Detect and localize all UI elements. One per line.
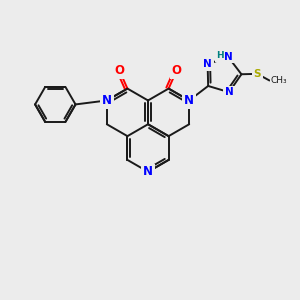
Text: N: N	[143, 165, 153, 178]
Text: O: O	[115, 64, 124, 77]
Text: S: S	[254, 69, 261, 79]
Text: N: N	[102, 94, 112, 107]
Text: N: N	[203, 59, 212, 69]
Text: O: O	[172, 64, 182, 77]
Text: N: N	[184, 94, 194, 107]
Text: CH₃: CH₃	[270, 76, 287, 85]
Text: H: H	[216, 51, 224, 60]
Text: N: N	[224, 52, 233, 62]
Text: N: N	[225, 87, 233, 97]
